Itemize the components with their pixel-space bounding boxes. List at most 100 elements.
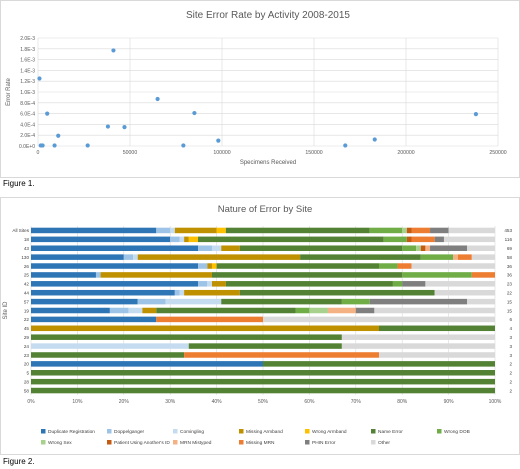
- bar-segment: [341, 343, 495, 349]
- bar-segment: [397, 263, 412, 269]
- bar-segment: [174, 227, 217, 234]
- bar-segment: [198, 236, 384, 243]
- legend-label: Wrong DOB: [444, 429, 470, 435]
- x-tick-label: 100%: [489, 399, 502, 405]
- data-point: [40, 143, 45, 148]
- bar-segment: [216, 227, 226, 234]
- x-tick-label: 60%: [304, 399, 315, 405]
- bar-segment: [402, 272, 472, 278]
- x-tick-label: 100000: [213, 150, 230, 156]
- data-point: [111, 48, 116, 53]
- bar-segment: [411, 227, 431, 234]
- bar-segment: [142, 307, 157, 314]
- bar-segment: [133, 254, 138, 260]
- bar-segment: [31, 272, 96, 278]
- bar-segment: [188, 236, 199, 243]
- legend-swatch: [239, 440, 244, 445]
- category-label: 23: [24, 353, 30, 358]
- legend-swatch: [371, 440, 376, 445]
- bar-segment: [31, 281, 199, 287]
- legend-label: Wrong Sex: [48, 440, 72, 446]
- bar-segment: [198, 245, 212, 251]
- row-total-label: 23: [507, 282, 513, 287]
- bar-segment: [263, 316, 495, 323]
- category-label: 29: [24, 335, 30, 340]
- data-point: [343, 143, 348, 148]
- chart-title: Site Error Rate by Activity 2008-2015: [186, 10, 350, 21]
- category-label: 43: [24, 246, 30, 251]
- y-tick-label: 2.0E-4: [20, 133, 35, 139]
- category-label: 18: [24, 237, 30, 242]
- row-total-label: 22: [507, 291, 513, 296]
- bar-segment: [467, 298, 495, 305]
- legend-label: Name Error: [378, 429, 403, 435]
- bar-segment: [211, 263, 217, 269]
- error-rate-scatter-chart: Site Error Rate by Activity 2008-2015 0.0…: [6, 10, 507, 166]
- bar-segment: [448, 227, 495, 234]
- y-tick-label: 4.0E-4: [20, 122, 35, 128]
- bar-segment: [31, 334, 342, 340]
- bar-segment: [430, 245, 468, 251]
- row-total-label: 15: [507, 308, 513, 313]
- legend-swatch: [41, 429, 46, 434]
- bar-segment: [179, 289, 185, 296]
- bar-segment: [31, 387, 495, 394]
- x-tick-label: 250000: [489, 150, 506, 156]
- data-point: [192, 110, 197, 116]
- legend-swatch: [305, 440, 310, 445]
- bar-segment: [402, 245, 417, 251]
- bar-segment: [31, 263, 199, 269]
- data-point: [216, 138, 221, 143]
- row-total-label: 36: [507, 264, 513, 269]
- bar-segment: [123, 254, 134, 260]
- nature-of-error-stacked-bar-chart: Nature of Error by Site 0% 10% 20% 30% 40% 50%…: [3, 204, 513, 446]
- bar-segment: [211, 272, 403, 278]
- bar-segment: [430, 227, 449, 234]
- x-tick-label: 70%: [351, 399, 362, 405]
- y-tick-label: 8.0E-4: [20, 101, 35, 107]
- y-axis-label: Error Rate: [6, 78, 12, 106]
- legend-label: Doppelganger: [114, 429, 145, 435]
- bar-segment: [179, 236, 185, 243]
- data-point: [122, 125, 127, 130]
- legend-swatch: [107, 440, 112, 445]
- data-point: [105, 124, 111, 129]
- bar-segment: [416, 245, 421, 251]
- bar-segment: [295, 307, 310, 314]
- bar-segment: [225, 281, 393, 287]
- bar-segment: [225, 227, 370, 234]
- bar-segment: [31, 378, 495, 385]
- data-point: [85, 143, 90, 148]
- bar-segment: [137, 254, 301, 260]
- row-total-label: 36: [507, 273, 513, 278]
- bar-segment: [170, 236, 180, 243]
- x-tick-label: 50000: [123, 150, 138, 156]
- data-point: [181, 143, 186, 148]
- bar-segment: [216, 263, 379, 269]
- category-label: 45: [24, 326, 30, 331]
- bar-segment: [379, 263, 398, 269]
- y-tick-label: 0.0E+0: [19, 144, 35, 150]
- bar-segment: [355, 307, 375, 314]
- data-point: [45, 111, 50, 116]
- category-label: 57: [24, 299, 30, 304]
- legend-label: Wrong Armband: [312, 429, 347, 435]
- row-total-label: 116: [505, 237, 513, 242]
- category-label: 130: [21, 255, 29, 260]
- bar-segment: [31, 227, 157, 234]
- category-label: 42: [24, 282, 30, 287]
- bar-segment: [443, 236, 495, 243]
- bar-segment: [31, 289, 175, 296]
- bar-segment: [411, 263, 495, 269]
- bar-segment: [137, 298, 166, 305]
- data-point: [52, 143, 57, 148]
- bar-segment: [100, 272, 212, 278]
- row-total-label: 58: [507, 255, 513, 260]
- category-label: 20: [24, 362, 30, 367]
- bar-segment: [128, 307, 143, 314]
- figure1-caption: Figure 1.: [3, 179, 35, 188]
- bar-segment: [184, 352, 379, 358]
- x-tick-label: 150000: [305, 150, 322, 156]
- bar-segment: [184, 289, 240, 296]
- bar-segment: [239, 289, 435, 296]
